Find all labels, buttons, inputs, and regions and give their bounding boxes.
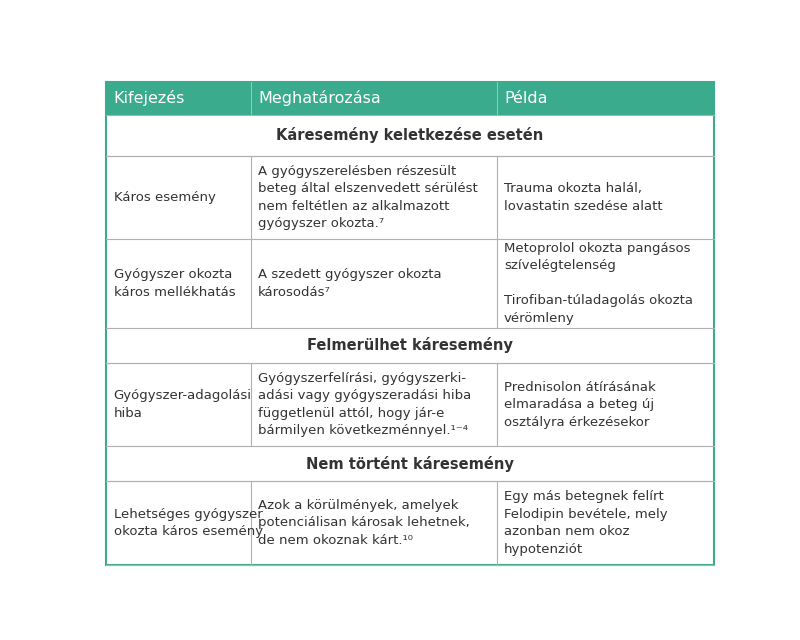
Text: A szedett gyógyszer okozta
károsodás⁷: A szedett gyógyszer okozta károsodás⁷ bbox=[258, 268, 442, 299]
Text: Egy más betegnek felírt
Felodipin bevétele, mely
azonban nem okoz
hypotenziót: Egy más betegnek felírt Felodipin bevéte… bbox=[504, 490, 668, 556]
Text: Felmerülhet káresemény: Felmerülhet káresemény bbox=[307, 337, 513, 353]
Bar bbox=[106, 82, 714, 115]
Text: Káros esemény: Káros esemény bbox=[114, 191, 215, 204]
Text: Prednisolon átírásának
elmaradása a beteg új
osztályra érkezésekor: Prednisolon átírásának elmaradása a bete… bbox=[504, 381, 656, 429]
Text: Gyógyszer okozta
káros mellékhatás: Gyógyszer okozta káros mellékhatás bbox=[114, 268, 235, 299]
Text: Nem történt káresemény: Nem történt káresemény bbox=[306, 456, 514, 472]
Text: Azok a körülmények, amelyek
potenciálisan károsak lehetnek,
de nem okoznak kárt.: Azok a körülmények, amelyek potenciálisa… bbox=[258, 499, 470, 547]
Text: Meghatározása: Meghatározása bbox=[258, 90, 381, 106]
Text: Lehetséges gyógyszer
okozta káros esemény: Lehetséges gyógyszer okozta káros esemén… bbox=[114, 508, 262, 538]
Text: Káresemény keletkezése esetén: Káresemény keletkezése esetén bbox=[276, 127, 544, 143]
Text: Gyógyszerfelírási, gyógyszerki-
adási vagy gyógyszeradási hiba
függetlenül attól: Gyógyszerfelírási, gyógyszerki- adási va… bbox=[258, 372, 471, 437]
Text: Kifejezés: Kifejezés bbox=[114, 90, 185, 106]
Text: Gyógyszer-adagolási
hiba: Gyógyszer-adagolási hiba bbox=[114, 389, 252, 420]
Text: A gyógyszerelésben részesült
beteg által elszenvedett sérülést
nem feltétlen az : A gyógyszerelésben részesült beteg által… bbox=[258, 164, 478, 230]
Text: Trauma okozta halál,
lovastatin szedése alatt: Trauma okozta halál, lovastatin szedése … bbox=[504, 182, 662, 212]
Text: Metoprolol okozta pangásos
szívelégtelenség

Tirofiban-túladagolás okozta
véröml: Metoprolol okozta pangásos szívelégtelen… bbox=[504, 242, 693, 325]
Text: Példa: Példa bbox=[504, 91, 547, 106]
